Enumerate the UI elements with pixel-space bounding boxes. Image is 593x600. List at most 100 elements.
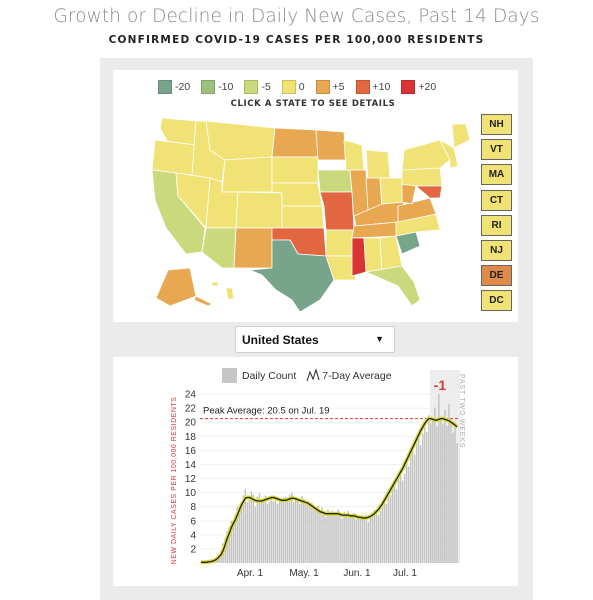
daily-bar bbox=[329, 514, 331, 563]
daily-bar bbox=[450, 420, 452, 563]
legend-item: -20 bbox=[158, 80, 190, 94]
daily-bar bbox=[333, 515, 335, 563]
daily-bar bbox=[309, 506, 311, 563]
region-select-value: United States bbox=[242, 333, 319, 347]
state-me[interactable] bbox=[451, 123, 471, 149]
daily-bar bbox=[383, 499, 386, 563]
daily-bar bbox=[430, 423, 432, 563]
daily-bar bbox=[315, 510, 317, 563]
daily-bar bbox=[301, 496, 303, 563]
daily-bar bbox=[260, 501, 263, 563]
daily-bar bbox=[236, 506, 239, 563]
daily-bar bbox=[432, 418, 434, 563]
daily-bar bbox=[282, 497, 285, 563]
state-la[interactable] bbox=[325, 255, 357, 281]
daily-bar bbox=[246, 502, 249, 563]
state-az[interactable] bbox=[201, 227, 237, 269]
state-ny[interactable] bbox=[401, 139, 451, 171]
daily-bar bbox=[280, 501, 283, 563]
legend-label: +5 bbox=[332, 81, 345, 93]
y-axis-label: NEW DAILY CASES PER 100,000 RESIDENTS bbox=[171, 397, 178, 565]
daily-bar bbox=[361, 515, 364, 563]
state-hi[interactable] bbox=[225, 287, 235, 301]
daily-bar bbox=[407, 466, 410, 563]
daily-count-label: Daily Count bbox=[242, 369, 297, 382]
y-tick-label: 24 bbox=[185, 390, 197, 401]
daily-count-swatch bbox=[222, 368, 237, 383]
daily-bar bbox=[379, 510, 382, 563]
daily-bar bbox=[321, 507, 323, 563]
state-button-nh[interactable]: NH bbox=[481, 114, 512, 135]
legend-swatch bbox=[315, 80, 330, 94]
daily-bar bbox=[373, 510, 376, 563]
state-hi-island[interactable] bbox=[211, 281, 219, 287]
daily-bar bbox=[385, 503, 388, 563]
daily-bar bbox=[341, 518, 343, 563]
state-ne-states[interactable] bbox=[439, 139, 459, 169]
daily-bar bbox=[234, 514, 237, 563]
daily-bar bbox=[345, 516, 347, 563]
daily-bar bbox=[311, 502, 313, 563]
y-tick-label: 4 bbox=[190, 530, 196, 541]
y-tick-label: 6 bbox=[190, 516, 196, 527]
daily-bar bbox=[232, 524, 235, 563]
y-tick-label: 18 bbox=[185, 432, 197, 443]
daily-bar bbox=[409, 454, 412, 563]
x-tick-label: May. 1 bbox=[289, 568, 319, 579]
state-ak-tail[interactable] bbox=[193, 295, 213, 307]
daily-bar bbox=[438, 394, 440, 563]
daily-bar bbox=[244, 489, 247, 563]
daily-bar bbox=[367, 522, 370, 563]
daily-bar bbox=[200, 562, 202, 563]
state-fl[interactable] bbox=[365, 265, 421, 307]
map-hint: CLICK A STATE TO SEE DETAILS bbox=[230, 99, 396, 109]
daily-bar bbox=[405, 461, 408, 563]
y-tick-label: 2 bbox=[190, 544, 196, 555]
region-select[interactable]: United States ▼ bbox=[235, 326, 395, 353]
daily-bar bbox=[303, 498, 305, 563]
y-tick-label: 16 bbox=[185, 446, 197, 457]
daily-bar bbox=[434, 407, 436, 563]
daily-bar bbox=[258, 493, 261, 563]
daily-bar bbox=[274, 497, 277, 563]
past-two-weeks-label: PAST TWO WEEKS bbox=[458, 374, 465, 448]
daily-bar bbox=[393, 483, 396, 563]
state-md[interactable] bbox=[415, 185, 443, 199]
daily-bar bbox=[290, 492, 293, 563]
daily-bar bbox=[442, 424, 444, 563]
daily-bar bbox=[307, 503, 309, 563]
daily-bar bbox=[351, 517, 353, 563]
daily-bar bbox=[403, 473, 406, 563]
small-states-list: NH VT MA CT RI NJ DE DC bbox=[481, 114, 515, 316]
x-tick-label: Jul. 1 bbox=[393, 568, 417, 579]
daily-bar bbox=[270, 499, 273, 563]
state-button-nj[interactable]: NJ bbox=[481, 239, 512, 261]
x-tick-label: Apr. 1 bbox=[237, 568, 264, 579]
state-tx[interactable] bbox=[249, 239, 335, 313]
y-tick-label: 10 bbox=[185, 488, 197, 499]
daily-bar bbox=[419, 445, 422, 563]
daily-bar bbox=[456, 443, 458, 563]
daily-bar bbox=[323, 513, 325, 563]
legend-item: +10 bbox=[355, 80, 390, 94]
legend-label: +20 bbox=[418, 81, 437, 93]
daily-bar bbox=[454, 421, 456, 563]
state-button-ct[interactable]: CT bbox=[481, 189, 512, 211]
daily-bar bbox=[415, 443, 418, 563]
daily-bar bbox=[286, 501, 289, 563]
state-button-de[interactable]: DE bbox=[481, 265, 512, 287]
state-va[interactable] bbox=[397, 197, 437, 223]
daily-bar bbox=[284, 496, 287, 563]
state-button-ri[interactable]: RI bbox=[481, 214, 512, 236]
state-ak[interactable] bbox=[155, 267, 197, 307]
daily-bar bbox=[272, 501, 275, 563]
state-button-vt[interactable]: VT bbox=[481, 139, 512, 161]
legend-label: -20 bbox=[175, 81, 191, 93]
daily-bar bbox=[254, 506, 257, 563]
change-value-label: -1 bbox=[434, 377, 447, 393]
daily-bar bbox=[238, 508, 241, 563]
state-button-dc[interactable]: DC bbox=[481, 290, 512, 312]
state-button-ma[interactable]: MA bbox=[481, 164, 512, 186]
chart-legend: Daily Count 7-Day Average bbox=[222, 368, 392, 383]
